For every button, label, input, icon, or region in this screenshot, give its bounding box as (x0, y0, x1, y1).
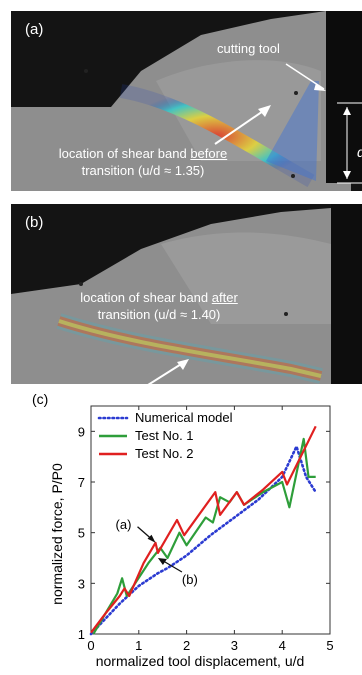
panel-c-label: (c) (32, 391, 48, 407)
legend-label: Test No. 2 (135, 446, 194, 461)
shear-band-caption-b: location of shear band after transition … (34, 289, 284, 323)
micrograph-panel-b: (b) (11, 204, 362, 384)
shear-band-caption-a: location of shear band before transition… (18, 145, 268, 179)
plot-frame (90, 405, 331, 635)
series-lines (89, 425, 317, 636)
y-tick-label: 9 (78, 424, 85, 439)
y-tick-label: 1 (78, 627, 85, 642)
annotation-b-label: (b) (182, 572, 198, 587)
chart-legend: Numerical model Test No. 1 Test No. 2 (97, 410, 233, 461)
series-line-3 (90, 425, 317, 634)
x-tick-label: 3 (231, 638, 238, 653)
micrograph-panel-a: (a) cutting tool d (11, 11, 362, 191)
series-line-2 (92, 437, 316, 635)
x-tick-label: 2 (183, 638, 190, 653)
x-tick-label: 1 (135, 638, 142, 653)
x-axis-label: normalized tool displacement, u/d (96, 653, 305, 669)
cutting-tool-label: cutting tool (217, 41, 280, 56)
caption-b-line2: transition (u/d ≈ 1.40) (97, 307, 221, 322)
annotation-a-arrowhead (147, 534, 156, 543)
x-tick-label: 4 (279, 638, 286, 653)
caption-a-emphasis: before (190, 146, 228, 161)
annotation-b-arrowhead (157, 558, 167, 565)
annotation-a-label: (a) (116, 517, 132, 532)
depth-label: d (357, 144, 362, 160)
y-tick-label: 7 (78, 475, 85, 490)
caption-b-emphasis: after (211, 290, 238, 305)
micrograph-a-image (11, 11, 362, 191)
micrograph-b-image (11, 204, 362, 384)
caption-a-line2: transition (u/d ≈ 1.35) (81, 163, 205, 178)
y-tick-label: 3 (78, 576, 85, 591)
y-tick-label: 5 (78, 526, 85, 541)
x-tick-label: 0 (87, 638, 94, 653)
panel-a-label: (a) (25, 21, 44, 38)
series-line-1 (89, 445, 317, 636)
x-tick-label: 5 (326, 638, 333, 653)
chart-annotations: (a) (b) (116, 517, 198, 587)
caption-a-prefix: location of shear band (58, 146, 191, 161)
legend-label: Numerical model (135, 410, 233, 425)
panel-b-label: (b) (25, 214, 44, 231)
caption-b-prefix: location of shear band (80, 290, 212, 305)
legend-label: Test No. 1 (135, 428, 194, 443)
y-axis-label: normalized force, P/P0 (49, 463, 65, 605)
